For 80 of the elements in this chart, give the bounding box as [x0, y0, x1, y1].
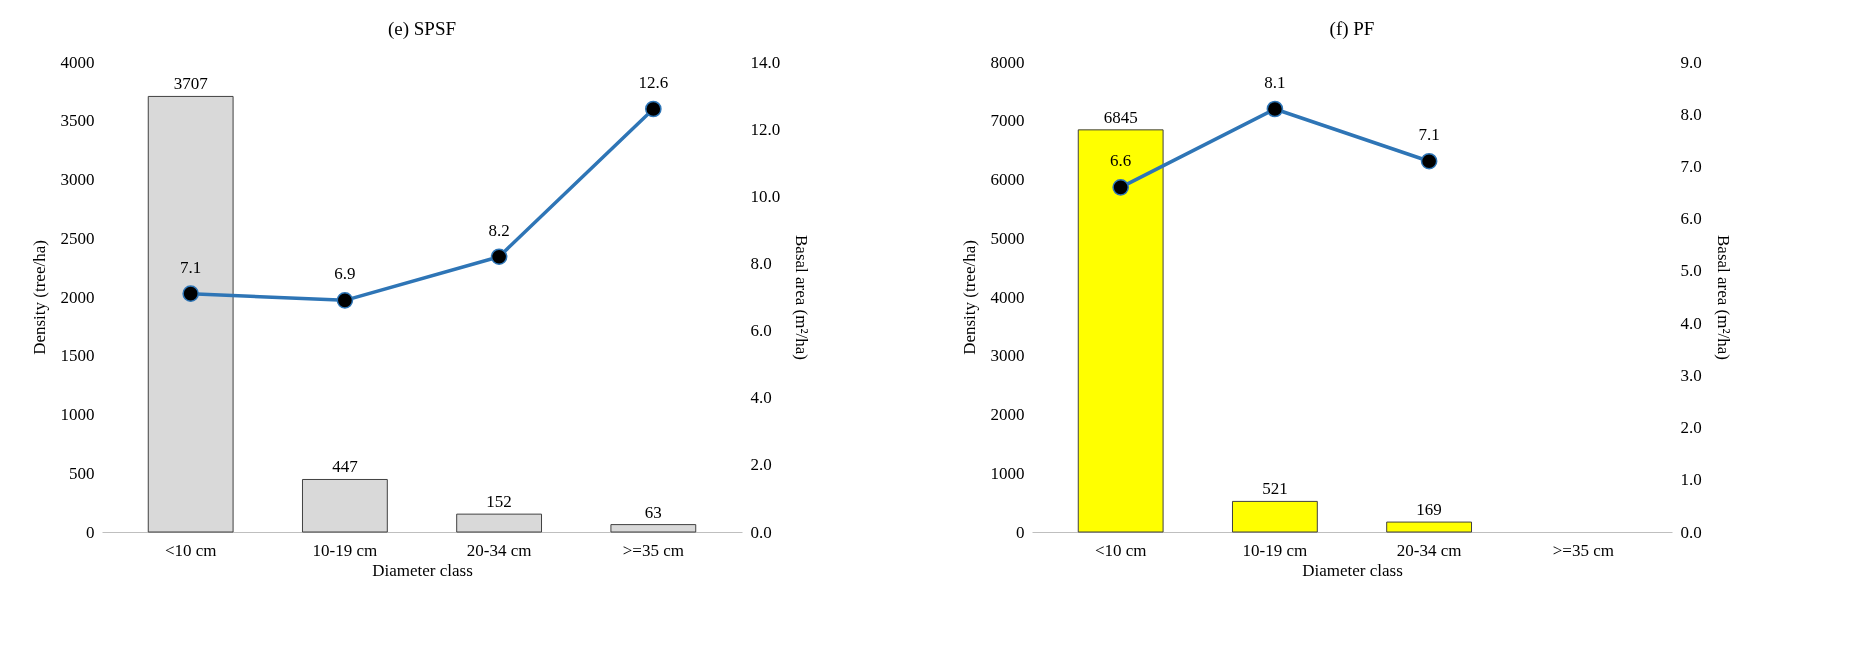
bar — [301, 478, 388, 533]
chart-title: (f) PF — [1329, 18, 1375, 40]
y2-tick-label: 14.0 — [750, 52, 781, 72]
bar — [147, 95, 234, 533]
data-label: 63 — [644, 502, 662, 522]
y2-tick-label: 6.0 — [1680, 209, 1702, 229]
y-tick-label: 2000 — [990, 405, 1025, 424]
y-axis-title: Density (tree/ha) — [29, 240, 49, 355]
y2-axis-title: Basal area (m²/ha) — [792, 235, 812, 360]
bar — [1231, 500, 1318, 533]
y2-tick-label: 6.0 — [750, 321, 772, 341]
bar — [456, 513, 543, 533]
data-label: 8.2 — [488, 220, 510, 240]
data-label: 521 — [1262, 479, 1288, 499]
data-label: 12.6 — [638, 73, 669, 92]
y-axis-title: Density (tree/ha) — [959, 240, 979, 355]
bar — [1077, 129, 1164, 533]
y-tick-label: 2000 — [60, 287, 95, 307]
y2-tick-label: 9.0 — [1680, 52, 1702, 72]
data-label: 6.6 — [1110, 151, 1132, 171]
y-tick-label: 4000 — [60, 52, 95, 72]
data-label: 3707 — [173, 74, 209, 94]
bar — [1386, 521, 1473, 533]
bar — [610, 524, 697, 533]
point — [1420, 152, 1438, 170]
x-axis-title: Diameter class — [372, 560, 473, 580]
y2-tick-label: 2.0 — [750, 455, 772, 475]
data-label: 169 — [1416, 500, 1442, 520]
y2-axis-title: Basal area (m²/ha) — [1713, 235, 1733, 360]
x-tick-label: 10-19 cm — [1242, 540, 1308, 560]
point — [336, 292, 354, 309]
chart-title: (e) SPSF — [387, 18, 457, 40]
point — [1266, 100, 1284, 118]
y-tick-label: 3000 — [60, 170, 95, 189]
point — [644, 100, 662, 118]
y-tick-label: 1000 — [990, 463, 1025, 483]
y2-tick-label: 10.0 — [750, 186, 781, 206]
y2-tick-label: 4.0 — [750, 388, 772, 408]
y-tick-label: 1000 — [60, 405, 95, 424]
point — [182, 285, 200, 302]
y2-tick-label: 5.0 — [1680, 261, 1702, 281]
y-tick-label: 2500 — [60, 228, 95, 248]
x-axis-title: Diameter class — [1302, 560, 1403, 580]
y-tick-label: 1500 — [60, 346, 95, 366]
y-tick-label: 6000 — [990, 170, 1025, 189]
data-label: 6845 — [1103, 107, 1138, 127]
data-label: 8.1 — [1264, 73, 1286, 92]
y-tick-label: 4000 — [990, 287, 1025, 307]
y-tick-label: 3000 — [990, 346, 1025, 366]
data-label: 7.1 — [180, 257, 202, 277]
y2-tick-label: 3.0 — [1680, 365, 1702, 385]
y-tick-label: 8000 — [990, 52, 1025, 72]
x-tick-label: >=35 cm — [622, 540, 684, 560]
y2-tick-label: 12.0 — [750, 119, 781, 139]
y-tick-label: 0 — [86, 522, 95, 542]
y-tick-label: 0 — [1016, 522, 1025, 542]
data-label: 7.1 — [1418, 125, 1440, 145]
data-label: 6.9 — [334, 264, 356, 284]
x-tick-label: 20-34 cm — [1396, 540, 1462, 560]
y2-tick-label: 0.0 — [750, 522, 772, 542]
y-tick-label: 5000 — [990, 228, 1025, 248]
y-tick-label: 3500 — [60, 111, 95, 131]
data-label: 447 — [332, 457, 359, 477]
y2-tick-label: 7.0 — [1680, 156, 1702, 176]
y2-tick-label: 4.0 — [1680, 313, 1702, 333]
x-tick-label: <10 cm — [1094, 540, 1147, 560]
y2-tick-label: 0.0 — [1680, 522, 1702, 542]
y-tick-label: 500 — [69, 463, 95, 483]
x-tick-label: <10 cm — [164, 540, 217, 560]
y2-tick-label: 8.0 — [750, 253, 772, 273]
y2-tick-label: 1.0 — [1680, 470, 1702, 490]
x-tick-label: >=35 cm — [1552, 540, 1614, 560]
data-label: 152 — [486, 492, 512, 512]
y2-tick-label: 2.0 — [1680, 418, 1702, 438]
x-tick-label: 20-34 cm — [466, 540, 532, 560]
x-tick-label: 10-19 cm — [312, 540, 378, 560]
y2-tick-label: 8.0 — [1680, 104, 1702, 124]
point — [490, 248, 508, 266]
y-tick-label: 7000 — [990, 111, 1025, 131]
point — [1112, 179, 1130, 196]
